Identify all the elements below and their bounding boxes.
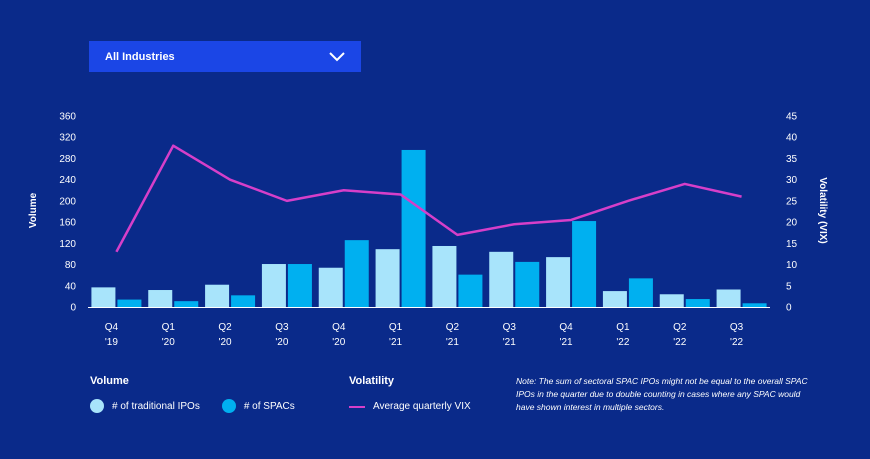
bar-spacs xyxy=(742,303,767,307)
bar-spacs xyxy=(628,278,653,307)
bar-traditional-ipos xyxy=(375,249,400,307)
bar-traditional-ipos xyxy=(489,251,514,307)
x-tick-label-quarter: Q3 xyxy=(503,322,517,333)
x-tick-label-year: '20 xyxy=(275,337,288,348)
bar-traditional-ipos xyxy=(261,264,286,307)
legend-volatility-heading: Volatility xyxy=(349,375,395,387)
y-tick-label: 280 xyxy=(59,154,76,165)
bar-traditional-ipos xyxy=(716,289,741,307)
x-tick-label-quarter: Q2 xyxy=(218,322,232,333)
y2-tick-label: 25 xyxy=(786,196,798,207)
line-vix xyxy=(115,144,742,253)
chevron-down-icon xyxy=(329,51,345,61)
y2-tick-label: 20 xyxy=(786,218,798,229)
x-tick-label-quarter: Q2 xyxy=(446,322,460,333)
footnote: Note: The sum of sectoral SPAC IPOs migh… xyxy=(516,376,808,412)
industry-filter-value: All Industries xyxy=(105,50,175,63)
bar-spacs xyxy=(572,221,597,307)
y-tick-label: 200 xyxy=(59,196,76,207)
x-tick-label-year: '21 xyxy=(503,337,516,348)
legend-volume: Volume # of traditional IPOs # of SPACs xyxy=(90,375,295,413)
vix-swatch xyxy=(349,405,365,408)
bar-spacs xyxy=(117,299,142,307)
bar-traditional-ipos xyxy=(432,245,457,307)
y-tick-label: 360 xyxy=(59,112,76,123)
legend-spacs-label: # of SPACs xyxy=(243,400,295,412)
y2-tick-label: 35 xyxy=(786,154,798,165)
y-tick-label: 80 xyxy=(65,260,77,271)
bar-spacs xyxy=(685,299,710,307)
legend-volatility: Volatility Average quarterly VIX xyxy=(349,375,471,412)
y2-tick-label: 30 xyxy=(786,175,798,186)
y-tick-label: 320 xyxy=(59,133,76,144)
x-tick-label-quarter: Q4 xyxy=(559,322,573,333)
x-tick-label-year: '22 xyxy=(673,337,686,348)
industry-filter-dropdown[interactable]: All Industries xyxy=(89,41,361,72)
y2-tick-label: 0 xyxy=(786,303,792,314)
volume-volatility-chart: 0 40 80 120 160 200 240 280 320 360 0 5 10 15 20 25 30 35… xyxy=(59,112,798,349)
x-tick-label-year: '20 xyxy=(219,337,232,348)
y-tick-label: 240 xyxy=(59,175,76,186)
bar-spacs xyxy=(174,301,199,307)
legend-volume-heading: Volume xyxy=(90,375,129,387)
legend-item-traditional-ipos: # of traditional IPOs xyxy=(90,399,200,413)
x-tick-label-quarter: Q2 xyxy=(673,322,687,333)
bar-traditional-ipos xyxy=(91,287,116,307)
y-tick-label: 0 xyxy=(70,303,76,314)
x-tick-label-year: '19 xyxy=(105,337,118,348)
bar-spacs xyxy=(231,295,256,307)
traditional-ipos-swatch xyxy=(90,399,104,413)
x-tick-label-quarter: Q1 xyxy=(389,322,403,333)
bar-traditional-ipos xyxy=(659,294,684,307)
legend-item-spacs: # of SPACs xyxy=(221,399,295,413)
y-tick-label: 160 xyxy=(59,218,76,229)
bar-traditional-ipos xyxy=(602,291,627,307)
bar-traditional-ipos xyxy=(546,257,571,307)
x-tick-label-year: '21 xyxy=(446,337,459,348)
x-tick-label-quarter: Q4 xyxy=(332,322,346,333)
y2-tick-label: 10 xyxy=(786,260,798,271)
bar-spacs xyxy=(401,149,426,307)
bar-spacs xyxy=(515,261,540,307)
x-tick-label-year: '20 xyxy=(162,337,175,348)
x-tick-label-quarter: Q3 xyxy=(275,322,289,333)
x-tick-label-quarter: Q4 xyxy=(105,322,119,333)
bar-spacs xyxy=(458,274,483,307)
legend-traditional-label: # of traditional IPOs xyxy=(112,400,200,412)
x-tick-label-year: '21 xyxy=(560,337,573,348)
x-tick-label-year: '22 xyxy=(616,337,629,348)
legend-item-vix: Average quarterly VIX xyxy=(349,401,471,412)
y2-tick-label: 5 xyxy=(786,281,792,292)
legend-vix-label: Average quarterly VIX xyxy=(373,401,471,412)
bar-traditional-ipos xyxy=(318,267,343,307)
x-tick-label-year: '22 xyxy=(730,337,743,348)
y-axis-title-volatility: Volatility (VIX) xyxy=(816,177,828,244)
bar-spacs xyxy=(287,264,312,307)
y2-tick-label: 15 xyxy=(786,239,798,250)
y-tick-label: 120 xyxy=(59,239,76,250)
y-axis-title-volume: Volume xyxy=(28,192,40,229)
x-tick-label-year: '21 xyxy=(389,337,402,348)
x-tick-label-quarter: Q3 xyxy=(730,322,744,333)
y2-tick-label: 40 xyxy=(786,133,798,144)
x-tick-label-quarter: Q1 xyxy=(616,322,630,333)
spacs-swatch xyxy=(221,399,236,413)
y-tick-label: 40 xyxy=(65,281,77,292)
bar-traditional-ipos xyxy=(205,284,230,307)
x-tick-label-quarter: Q1 xyxy=(162,322,176,333)
bar-spacs xyxy=(344,240,369,307)
x-tick-label-year: '20 xyxy=(332,337,345,348)
bar-traditional-ipos xyxy=(148,290,173,307)
y2-tick-label: 45 xyxy=(786,112,798,123)
